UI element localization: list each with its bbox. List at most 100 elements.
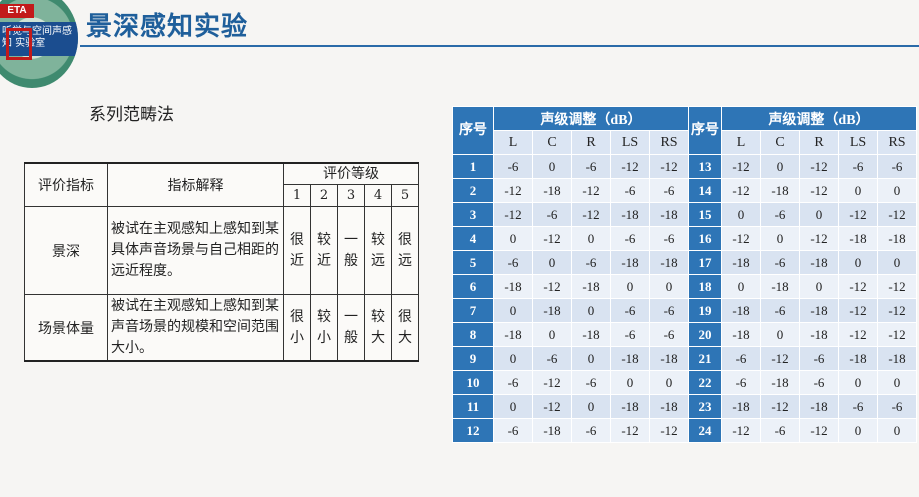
row-number: 24 bbox=[688, 418, 722, 443]
level-1: 1 bbox=[283, 184, 311, 207]
level-value-cell: -18 bbox=[721, 322, 761, 347]
level-value-cell: -6 bbox=[610, 178, 650, 203]
level-value-cell: -12 bbox=[571, 178, 611, 203]
row-number: 21 bbox=[688, 346, 722, 371]
row-number: 4 bbox=[452, 226, 494, 251]
level-value-cell: -18 bbox=[532, 418, 572, 443]
level-value-cell: 0 bbox=[649, 274, 689, 299]
level-value-cell: -12 bbox=[877, 298, 917, 323]
level-4: 4 bbox=[364, 184, 392, 207]
channel-R: R bbox=[571, 130, 611, 155]
channel-LS: LS bbox=[610, 130, 650, 155]
header-indicator: 评价指标 bbox=[24, 162, 108, 207]
lab-logo: ETA 听觉与空间声感知 实验室 bbox=[0, 0, 78, 88]
level-value-cell: -18 bbox=[649, 250, 689, 275]
indicator-volume: 场景体量 bbox=[24, 294, 108, 362]
table-row: 8 -18 0 -18 -6 -6 20 -18 0 -18 -12 -12 bbox=[452, 322, 917, 347]
grade-depth-1: 很近 bbox=[283, 206, 311, 295]
level-value-cell: 0 bbox=[571, 298, 611, 323]
level-value-cell: 0 bbox=[838, 178, 878, 203]
level-value-cell: 0 bbox=[649, 370, 689, 395]
table-row: 12 -6 -18 -6 -12 -12 24 -12 -6 -12 0 0 bbox=[452, 418, 917, 443]
level-value-cell: 0 bbox=[721, 202, 761, 227]
level-value-cell: -12 bbox=[799, 418, 839, 443]
level-value-cell: 0 bbox=[877, 370, 917, 395]
level-value-cell: 0 bbox=[493, 346, 533, 371]
row-number: 22 bbox=[688, 370, 722, 395]
level-value-cell: -18 bbox=[649, 202, 689, 227]
level-value-cell: -6 bbox=[532, 346, 572, 371]
level-value-cell: -12 bbox=[649, 154, 689, 179]
level-value-cell: -6 bbox=[721, 370, 761, 395]
indicator-depth: 景深 bbox=[24, 206, 108, 295]
table-row: 5 -6 0 -6 -18 -18 17 -18 -6 -18 0 0 bbox=[452, 250, 917, 275]
row-number: 6 bbox=[452, 274, 494, 299]
channel-C: C bbox=[760, 130, 800, 155]
level-value-cell: -18 bbox=[838, 346, 878, 371]
level-value-cell: -18 bbox=[610, 394, 650, 419]
level-value-cell: -6 bbox=[610, 226, 650, 251]
level-value-cell: -18 bbox=[721, 298, 761, 323]
channel-L: L bbox=[721, 130, 761, 155]
level-value-cell: 0 bbox=[532, 154, 572, 179]
level-value-cell: -6 bbox=[532, 202, 572, 227]
table-row: 9 0 -6 0 -18 -18 21 -6 -12 -6 -18 -18 bbox=[452, 346, 917, 371]
row-number: 9 bbox=[452, 346, 494, 371]
level-value-cell: -12 bbox=[799, 178, 839, 203]
level-value-cell: -12 bbox=[721, 154, 761, 179]
level-value-cell: -6 bbox=[799, 370, 839, 395]
table-row: 4 0 -12 0 -6 -6 16 -12 0 -12 -18 -18 bbox=[452, 226, 917, 251]
level-value-cell: 0 bbox=[571, 226, 611, 251]
channel-C: C bbox=[532, 130, 572, 155]
level-3: 3 bbox=[337, 184, 365, 207]
explain-volume: 被试在主观感知上感知到某声音场景的规模和空间范围大小。 bbox=[107, 294, 284, 362]
level-value-cell: 0 bbox=[838, 418, 878, 443]
level-value-cell: -12 bbox=[571, 202, 611, 227]
group-header-right: 声级调整（dB） bbox=[721, 106, 917, 131]
level-value-cell: -12 bbox=[610, 418, 650, 443]
grade-depth-5: 很远 bbox=[391, 206, 419, 295]
level-value-cell: 0 bbox=[760, 322, 800, 347]
level-value-cell: -18 bbox=[799, 394, 839, 419]
level-value-cell: -18 bbox=[532, 298, 572, 323]
level-value-cell: -6 bbox=[760, 250, 800, 275]
table-row: 1 -6 0 -6 -12 -12 13 -12 0 -12 -6 -6 bbox=[452, 154, 917, 179]
level-value-cell: -12 bbox=[877, 274, 917, 299]
grade-volume-1: 很小 bbox=[283, 294, 311, 362]
grade-volume-2: 较小 bbox=[310, 294, 338, 362]
level-value-cell: -6 bbox=[571, 154, 611, 179]
header-explain: 指标解释 bbox=[107, 162, 284, 207]
logo-badge: ETA bbox=[0, 4, 34, 18]
level-value-cell: 0 bbox=[877, 418, 917, 443]
level-value-cell: -18 bbox=[493, 274, 533, 299]
level-value-cell: -18 bbox=[877, 226, 917, 251]
level-value-cell: -6 bbox=[760, 298, 800, 323]
row-number: 19 bbox=[688, 298, 722, 323]
grade-volume-3: 一般 bbox=[337, 294, 365, 362]
level-value-cell: -6 bbox=[493, 418, 533, 443]
level-value-cell: -6 bbox=[649, 298, 689, 323]
level-value-cell: -6 bbox=[571, 250, 611, 275]
level-value-cell: -18 bbox=[799, 250, 839, 275]
level-value-cell: -18 bbox=[571, 322, 611, 347]
level-value-cell: -18 bbox=[610, 202, 650, 227]
row-number: 20 bbox=[688, 322, 722, 347]
logo-text: 听觉与空间声感知 实验室 bbox=[0, 22, 78, 56]
channel-RS: RS bbox=[877, 130, 917, 155]
level-value-cell: -12 bbox=[799, 226, 839, 251]
level-value-cell: 0 bbox=[760, 226, 800, 251]
grade-depth-4: 较远 bbox=[364, 206, 392, 295]
level-value-cell: -12 bbox=[721, 178, 761, 203]
table-row: 10 -6 -12 -6 0 0 22 -6 -18 -6 0 0 bbox=[452, 370, 917, 395]
level-value-cell: -6 bbox=[877, 394, 917, 419]
level-value-cell: -6 bbox=[760, 202, 800, 227]
grade-volume-4: 较大 bbox=[364, 294, 392, 362]
level-value-cell: -12 bbox=[649, 418, 689, 443]
level-value-cell: -6 bbox=[838, 394, 878, 419]
row-number: 2 bbox=[452, 178, 494, 203]
level-value-cell: -18 bbox=[760, 274, 800, 299]
table-row: 6 -18 -12 -18 0 0 18 0 -18 0 -12 -12 bbox=[452, 274, 917, 299]
level-value-cell: -6 bbox=[838, 154, 878, 179]
seq-header-left: 序号 bbox=[452, 106, 494, 155]
level-value-cell: -6 bbox=[571, 370, 611, 395]
